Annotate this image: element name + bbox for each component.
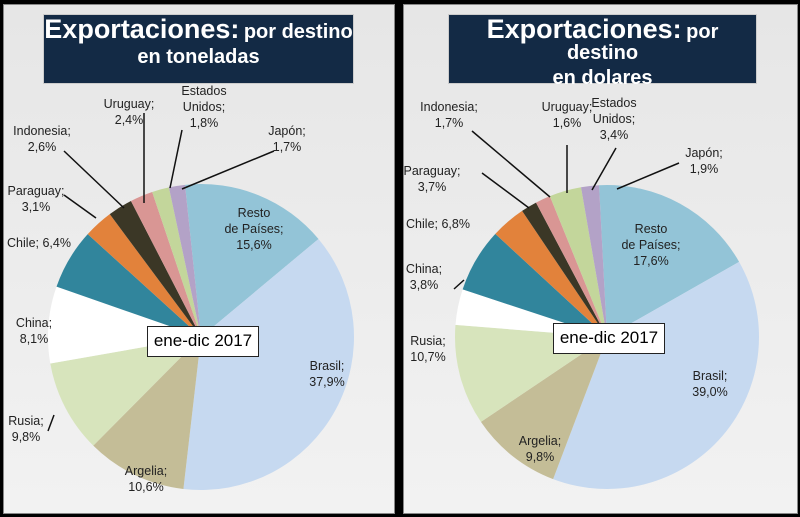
chart-title: Exportaciones: por destino en toneladas — [43, 14, 354, 84]
title-sub: por destino — [566, 21, 719, 65]
data-label: Chile; 6,8% — [406, 217, 470, 231]
data-label: Estados Unidos; 1,8% — [181, 84, 226, 130]
data-label: China; 3,8% — [406, 262, 442, 292]
title-main: Exportaciones: — [486, 14, 682, 44]
data-label: Rusia; 10,7% — [410, 334, 445, 364]
data-label: Argelia; 10,6% — [125, 464, 167, 494]
title-unit: en dolares — [552, 67, 653, 90]
data-label: Chile; 6,4% — [7, 236, 71, 250]
data-label: Uruguay; 2,4% — [104, 97, 155, 127]
period-label: ene-dic 2017 — [553, 323, 665, 354]
pie-slice-uruguay — [130, 191, 201, 337]
pie-slice-paraguay — [495, 210, 607, 337]
pie-slice-jap-n — [168, 184, 201, 337]
title-main: Exportaciones: — [44, 14, 240, 44]
data-label: Indonesia; 1,7% — [420, 100, 478, 130]
data-label: Brasil; 39,0% — [692, 369, 727, 399]
data-label: Estados Unidos; 3,4% — [591, 96, 636, 142]
data-label: Uruguay; 1,6% — [542, 100, 593, 130]
pie-slice-chile — [462, 233, 607, 337]
pie-slice-china — [47, 286, 201, 364]
leader-line — [169, 129, 183, 189]
pie-slice-argelia — [480, 337, 607, 480]
period-label: ene-dic 2017 — [147, 326, 259, 357]
pie-slice-jap-n — [581, 185, 607, 337]
pie-slice-resto-de-pa-ses — [185, 183, 319, 337]
leader-line — [616, 162, 680, 190]
data-label: Resto de Países; 17,6% — [621, 222, 680, 268]
pie-chart: Resto de Países; 15,6% Brasil; 37,9% Argelia;… — [7, 84, 355, 494]
data-label: Argelia; 9,8% — [519, 434, 561, 464]
data-label: Paraguay; 3,7% — [404, 164, 460, 194]
pie-slice-brasil — [553, 261, 759, 489]
data-label: Japón; 1,7% — [268, 124, 306, 154]
pie-slice-paraguay — [87, 214, 201, 337]
leader-line — [181, 150, 275, 190]
leader-line — [453, 279, 465, 290]
chart-panel-toneladas: Exportaciones: por destino en toneladas … — [3, 4, 395, 514]
pie-slice-estados-unidos — [549, 187, 607, 337]
pie-slice-brasil — [183, 238, 355, 490]
data-label: Rusia; 9,8% — [8, 414, 43, 444]
pie-slice-chile — [56, 234, 202, 337]
leader-line — [47, 414, 55, 432]
title-sub: por destino — [243, 21, 353, 43]
data-label: Japón; 1,9% — [685, 146, 723, 176]
pie-slice-uruguay — [536, 196, 607, 337]
pie-slice-estados-unidos — [152, 187, 201, 337]
data-label: Brasil; 37,9% — [309, 359, 344, 389]
pie-chart: Resto de Países; 17,6% Brasil; 39,0% Argelia;… — [404, 96, 759, 489]
data-label: Paraguay; 3,1% — [8, 184, 65, 214]
title-unit: en toneladas — [137, 46, 260, 69]
data-label: China; 8,1% — [16, 316, 52, 346]
pie-slice-indonesia — [522, 202, 607, 337]
leader-line — [63, 194, 97, 219]
leader-line — [481, 172, 530, 209]
pie-slice-argelia — [93, 337, 201, 489]
data-label: Indonesia; 2,6% — [13, 124, 71, 154]
leader-line — [63, 150, 125, 209]
pie-slice-indonesia — [109, 200, 201, 337]
pie-slice-rusia — [50, 337, 201, 446]
chart-panel-dolares: Exportaciones: por destino en dolares Re… — [403, 4, 798, 514]
leader-line — [471, 130, 551, 198]
chart-title: Exportaciones: por destino en dolares — [448, 14, 757, 89]
data-label: Resto de Países; 15,6% — [224, 206, 283, 252]
leader-line — [591, 147, 617, 191]
pie-slice-resto-de-pa-ses — [599, 185, 740, 337]
